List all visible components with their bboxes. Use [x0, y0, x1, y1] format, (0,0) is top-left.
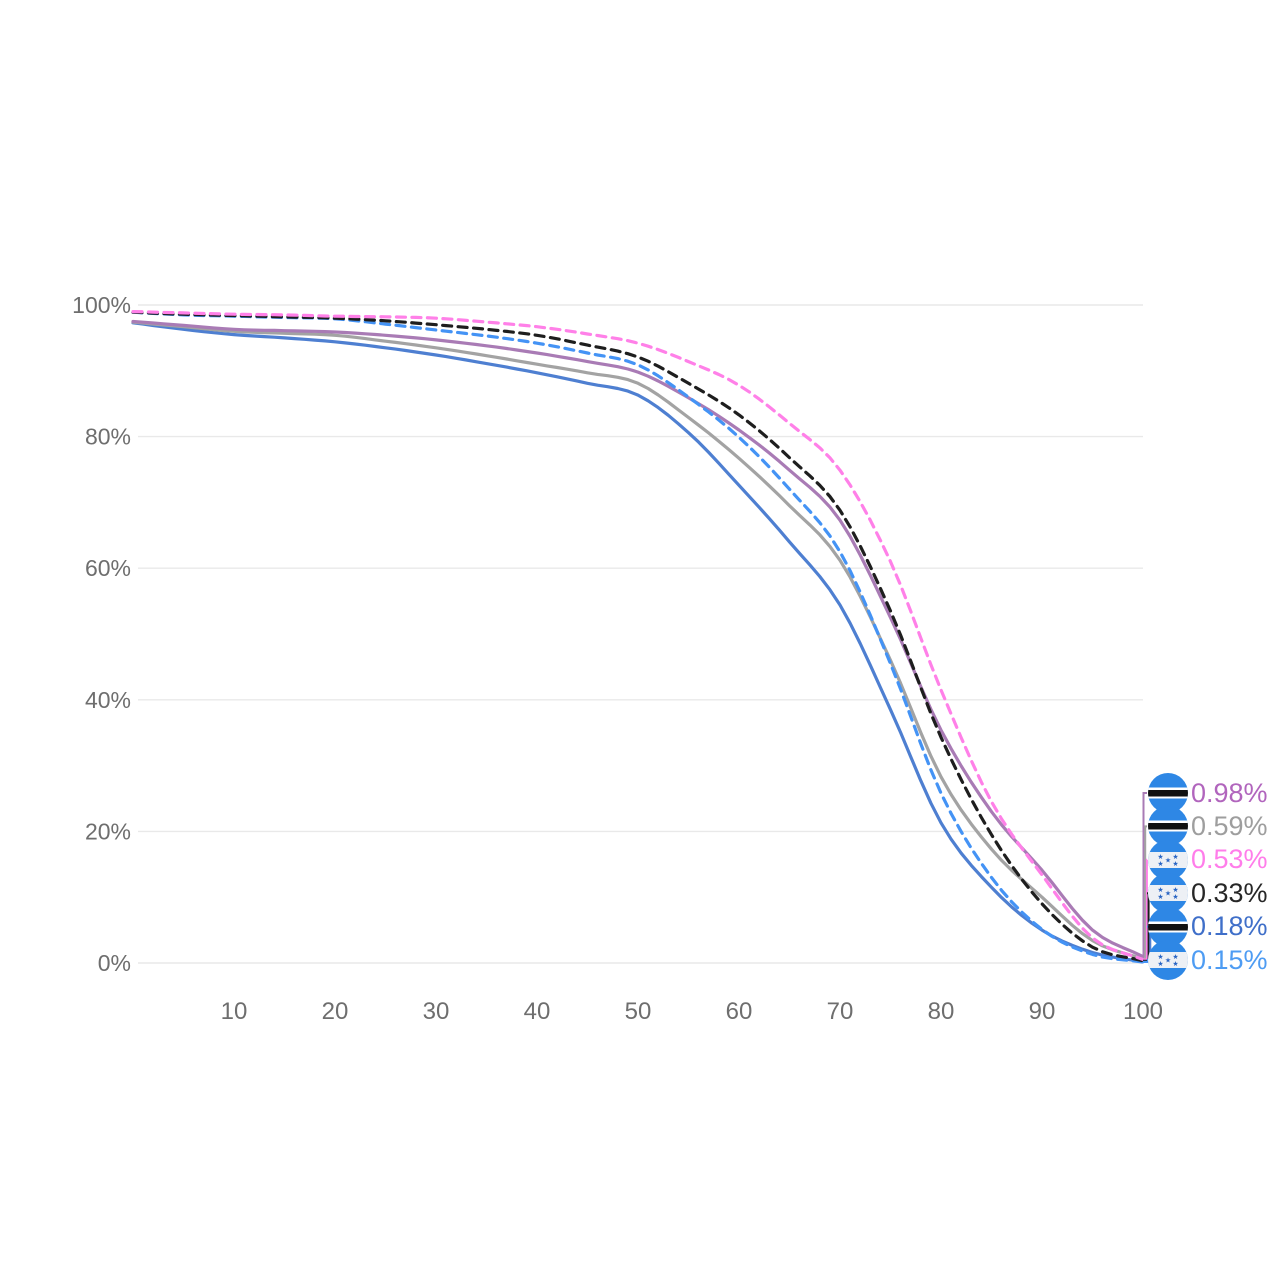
svg-text:★: ★: [1172, 960, 1178, 968]
svg-text:★: ★: [1157, 860, 1163, 868]
x-tick-label: 80: [928, 998, 955, 1025]
svg-text:★: ★: [1157, 886, 1163, 894]
y-tick-label: 80%: [85, 424, 131, 450]
y-tick-label: 60%: [85, 555, 131, 581]
end-value-label: 0.53%: [1191, 844, 1268, 875]
x-tick-label: 70: [827, 998, 854, 1025]
end-label-row-botswana-both: 0.59%: [1148, 806, 1268, 847]
honduras-flag-icon: ★★★★★: [1148, 940, 1188, 980]
svg-text:★: ★: [1165, 856, 1171, 864]
x-tick-label: 60: [726, 998, 753, 1025]
end-label-connector: [1143, 858, 1148, 961]
series-line-honduras-female[interactable]: [131, 310, 1145, 962]
svg-text:★: ★: [1172, 953, 1178, 961]
x-tick-label: 90: [1029, 998, 1056, 1025]
end-label-row-botswana-female: 0.98%: [1148, 773, 1268, 813]
end-label-row-honduras-female: ★ ★ ★ ★ ★ 0.53%: [1148, 839, 1268, 880]
y-tick-label: 0%: [98, 950, 131, 976]
x-tick-label: 100: [1123, 998, 1163, 1025]
y-tick-label: 100%: [72, 292, 131, 318]
end-value-label: 0.59%: [1191, 810, 1268, 841]
botswana-flag-icon: [1148, 906, 1188, 947]
x-tick-label: 50: [625, 998, 652, 1025]
end-value-label: 0.18%: [1191, 911, 1268, 942]
y-tick-label: 40%: [85, 687, 131, 713]
svg-text:★: ★: [1165, 890, 1171, 898]
svg-text:★: ★: [1172, 893, 1178, 901]
end-value-label: 0.15%: [1191, 944, 1268, 975]
botswana-flag-icon: [1148, 773, 1188, 813]
svg-text:★: ★: [1172, 860, 1178, 868]
x-tick-label: 40: [524, 998, 551, 1025]
end-label-row-honduras-both: ★ ★ ★ ★ ★ 0.33%: [1148, 873, 1268, 914]
end-label-row-honduras-male: ★ ★ ★ ★ ★ 0.15%: [1148, 940, 1268, 980]
svg-text:★: ★: [1172, 886, 1178, 894]
series-line-botswana-male[interactable]: [131, 321, 1145, 964]
series-line-botswana-both[interactable]: [131, 320, 1145, 961]
honduras-flag-icon: ★★★★★: [1148, 839, 1188, 880]
svg-text:★: ★: [1157, 953, 1163, 961]
series-line-botswana-female[interactable]: [131, 319, 1145, 959]
svg-text:★: ★: [1157, 960, 1163, 968]
x-tick-label: 20: [322, 998, 349, 1025]
svg-text:★: ★: [1172, 853, 1178, 861]
honduras-flag-icon: ★★★★★: [1148, 873, 1188, 914]
svg-text:★: ★: [1157, 853, 1163, 861]
y-tick-label: 20%: [85, 818, 131, 844]
end-label-row-botswana-male: 0.18%: [1148, 906, 1268, 947]
x-tick-label: 10: [221, 998, 248, 1025]
end-value-label: 0.33%: [1191, 877, 1268, 908]
end-label-connector: [1142, 792, 1147, 958]
svg-text:★: ★: [1165, 956, 1171, 964]
series-line-honduras-both[interactable]: [131, 310, 1145, 963]
x-tick-label: 30: [423, 998, 450, 1025]
botswana-flag-icon: [1148, 806, 1188, 847]
series-line-honduras-male[interactable]: [131, 310, 1145, 964]
svg-text:★: ★: [1157, 893, 1163, 901]
end-value-label: 0.98%: [1191, 777, 1268, 808]
